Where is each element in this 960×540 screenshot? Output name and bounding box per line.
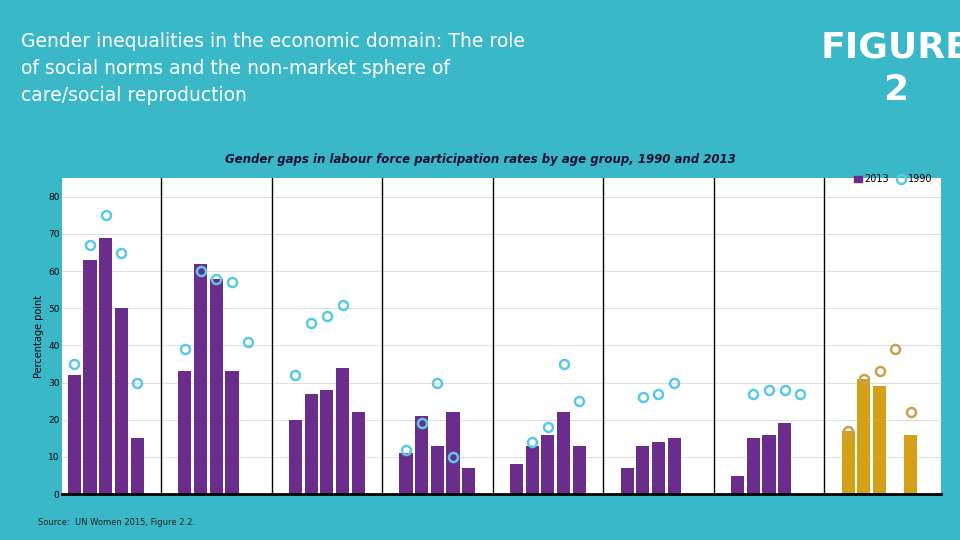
Bar [399,453,413,494]
Bar [652,442,665,494]
Bar [779,423,791,494]
Bar [351,413,365,494]
Text: Source:  UN Women 2015, Figure 2.2.: Source: UN Women 2015, Figure 2.2. [38,518,196,527]
Bar [667,438,681,494]
Bar [636,446,649,494]
Bar [446,413,460,494]
Bar [541,435,555,494]
Bar [131,438,144,494]
Bar [68,375,81,494]
Bar [336,368,349,494]
Bar [321,390,333,494]
Bar [115,308,128,494]
Bar [179,372,191,494]
Bar [84,260,97,494]
Y-axis label: Percentage point: Percentage point [34,295,44,377]
Bar [431,446,444,494]
Bar [462,468,475,494]
Bar [99,238,112,494]
Bar [904,435,918,494]
Bar [620,468,634,494]
Text: Gender inequalities in the economic domain: The role
of social norms and the non: Gender inequalities in the economic doma… [21,32,524,105]
Bar [573,446,586,494]
Text: Gender gaps in labour force participation rates by age group, 1990 and 2013: Gender gaps in labour force participatio… [225,153,735,166]
Bar [226,372,238,494]
Bar [747,438,760,494]
Bar [557,413,570,494]
Bar [526,446,539,494]
Bar [510,464,523,494]
Bar [857,379,871,494]
Bar [762,435,776,494]
Bar [415,416,428,494]
Bar [194,264,207,494]
Bar [842,431,854,494]
Legend: 2013, 1990: 2013, 1990 [850,171,936,188]
Bar [289,420,302,494]
Bar [209,279,223,494]
Bar [873,386,886,494]
Bar [732,476,744,494]
Text: FIGURE
2: FIGURE 2 [820,31,960,107]
Bar [304,394,318,494]
